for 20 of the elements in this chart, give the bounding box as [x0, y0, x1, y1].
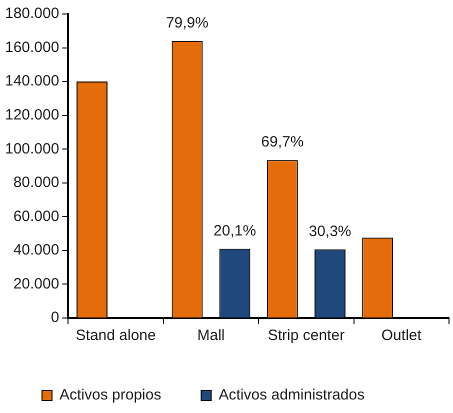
x-tick-label: Stand alone	[76, 327, 156, 344]
y-tick-label: 20.000	[13, 275, 60, 292]
y-tick-label: 40.000	[13, 242, 60, 259]
legend-label: Activos propios	[60, 386, 162, 404]
y-tick-label: 100.000	[4, 140, 60, 158]
y-tick-label: 0	[50, 309, 60, 326]
y-tick-label: 160.000	[4, 38, 60, 56]
x-tick-label: Strip center	[268, 327, 345, 344]
y-tick-label: 120.000	[4, 106, 60, 124]
annotation: 20,1%	[214, 222, 256, 240]
x-tick-label: Outlet	[381, 327, 422, 344]
y-tick-label: 180.000	[4, 5, 60, 22]
x-tick-label: Mall	[197, 327, 225, 344]
annotation: 30,3%	[308, 223, 352, 240]
annotation: 69,7%	[261, 134, 304, 151]
legend-label: Activos administrados	[218, 386, 365, 404]
y-tick-label: 60.000	[13, 208, 60, 225]
annotation: 79,9%	[166, 14, 208, 32]
y-tick-label: 80.000	[13, 174, 60, 192]
y-tick-label: 140.000	[4, 72, 60, 90]
